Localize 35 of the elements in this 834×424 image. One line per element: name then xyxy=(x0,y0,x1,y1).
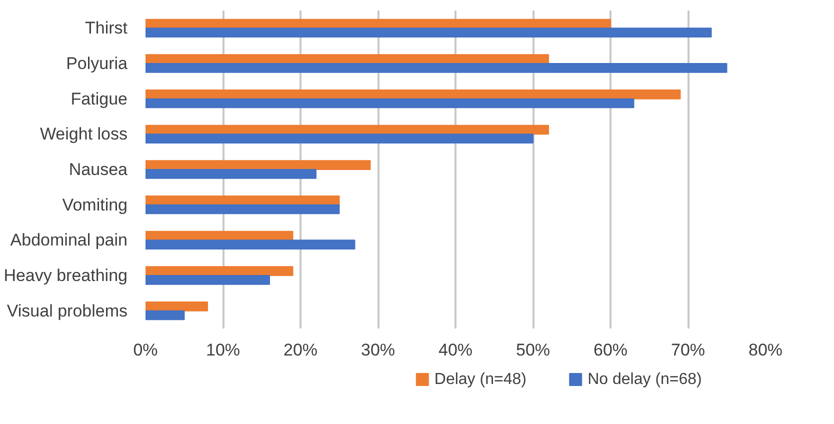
y-tick-label: Heavy breathing xyxy=(4,266,128,285)
y-tick-label: Nausea xyxy=(68,160,128,179)
x-tick-label: 10% xyxy=(206,340,240,360)
y-tick-label: Fatigue xyxy=(70,89,128,108)
x-tick-label: 40% xyxy=(438,340,473,360)
y-tick-label: Visual problems xyxy=(6,301,128,320)
y-tick-label: Thirst xyxy=(85,18,128,38)
legend-label: Delay (n=48) xyxy=(434,371,526,388)
x-tick-label: 70% xyxy=(670,340,706,360)
x-tick-label: 60% xyxy=(593,340,628,360)
x-tick-label: 80% xyxy=(748,340,783,360)
bar xyxy=(146,240,356,250)
bar xyxy=(146,54,549,64)
x-tick-label: 30% xyxy=(360,340,396,360)
bar xyxy=(146,196,340,206)
legend-label: No delay (n=68) xyxy=(588,371,702,388)
bar xyxy=(146,275,270,285)
y-tick-label: Vomiting xyxy=(62,195,128,214)
bar xyxy=(146,28,712,38)
bar xyxy=(146,63,728,73)
x-tick-label: 20% xyxy=(283,340,318,360)
y-tick-label: Polyuria xyxy=(66,54,128,73)
x-tick-label: 50% xyxy=(516,340,550,360)
bar xyxy=(146,204,340,214)
bar xyxy=(146,266,294,276)
x-tick-label: 0% xyxy=(133,340,158,360)
bar xyxy=(146,169,316,179)
bar xyxy=(146,310,185,320)
bar xyxy=(146,90,681,100)
y-tick-label: Abdominal pain xyxy=(10,230,128,250)
bar xyxy=(146,98,634,108)
y-tick-label: Weight loss xyxy=(40,124,128,144)
bar xyxy=(146,134,534,144)
bar xyxy=(146,160,371,170)
bar xyxy=(146,302,208,312)
